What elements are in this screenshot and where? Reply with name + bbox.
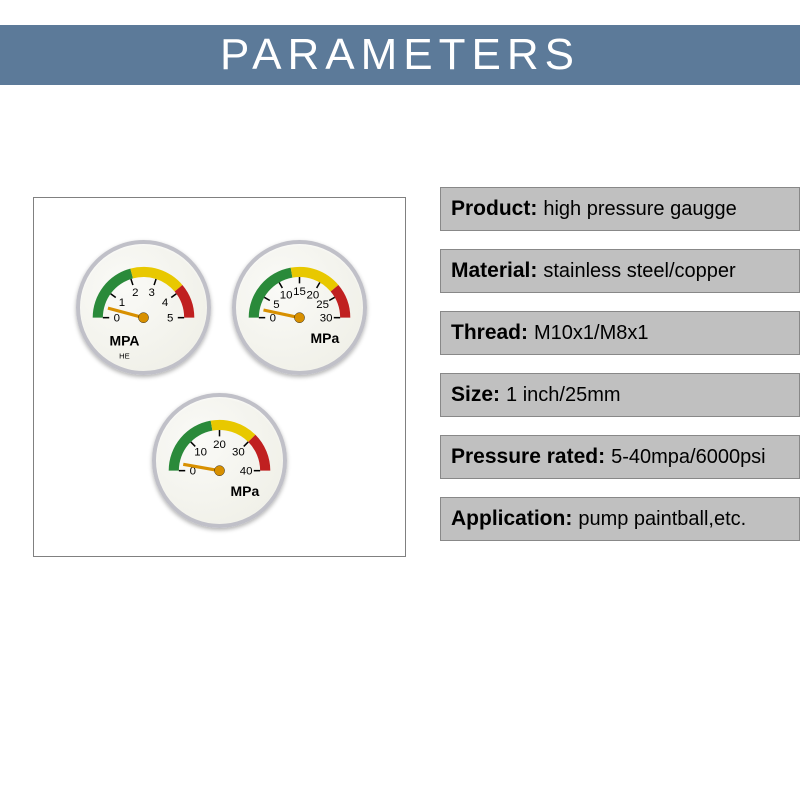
page-title: PARAMETERS — [220, 30, 580, 80]
svg-text:2: 2 — [132, 287, 138, 299]
spec-row-material: Material: stainless steel/copper — [440, 249, 800, 293]
svg-text:10: 10 — [194, 447, 207, 459]
svg-text:MPa: MPa — [311, 330, 340, 346]
spec-value: 5-40mpa/6000psi — [611, 446, 766, 469]
svg-text:0: 0 — [114, 312, 120, 324]
spec-value: stainless steel/copper — [543, 260, 735, 283]
spec-row-pressure: Pressure rated: 5-40mpa/6000psi — [440, 435, 800, 479]
svg-text:40: 40 — [240, 465, 253, 477]
spec-value: high pressure gaugge — [543, 198, 736, 221]
spec-row-thread: Thread: M10x1/M8x1 — [440, 311, 800, 355]
gauge-bottom-center: 010203040MPa — [152, 393, 287, 528]
spec-value: pump paintball,etc. — [578, 508, 746, 531]
svg-text:5: 5 — [167, 312, 173, 324]
svg-text:15: 15 — [293, 286, 306, 298]
svg-text:HE: HE — [119, 351, 130, 360]
svg-text:1: 1 — [119, 297, 125, 309]
gauge-top-right: 051015202530MPa — [232, 240, 367, 375]
svg-text:25: 25 — [316, 299, 329, 311]
svg-text:10: 10 — [280, 289, 293, 301]
svg-text:30: 30 — [320, 312, 333, 324]
spec-label: Product: — [451, 197, 537, 221]
spec-label: Size: — [451, 383, 500, 407]
gauge-top-left: 0 1234 5 MPA HE — [76, 240, 211, 375]
spec-label: Pressure rated: — [451, 445, 605, 469]
spec-value: 1 inch/25mm — [506, 384, 621, 407]
svg-text:MPA: MPA — [109, 333, 139, 349]
spec-row-product: Product: high pressure gaugge — [440, 187, 800, 231]
svg-text:30: 30 — [232, 447, 245, 459]
spec-table: Product: high pressure gaugge Material: … — [440, 187, 800, 559]
product-image-box: 012345MPAHE 051015202530MPa 010203040MPa — [33, 197, 406, 557]
svg-text:5: 5 — [273, 299, 279, 311]
svg-text:20: 20 — [213, 439, 226, 451]
svg-text:3: 3 — [149, 287, 155, 299]
svg-text:4: 4 — [162, 297, 169, 309]
spec-value: M10x1/M8x1 — [534, 322, 649, 345]
spec-label: Application: — [451, 507, 572, 531]
header-band: PARAMETERS — [0, 25, 800, 85]
spec-row-size: Size: 1 inch/25mm — [440, 373, 800, 417]
spec-label: Thread: — [451, 321, 528, 345]
spec-label: Material: — [451, 259, 537, 283]
svg-text:0: 0 — [270, 312, 276, 324]
spec-row-application: Application: pump paintball,etc. — [440, 497, 800, 541]
svg-text:MPa: MPa — [231, 483, 260, 499]
